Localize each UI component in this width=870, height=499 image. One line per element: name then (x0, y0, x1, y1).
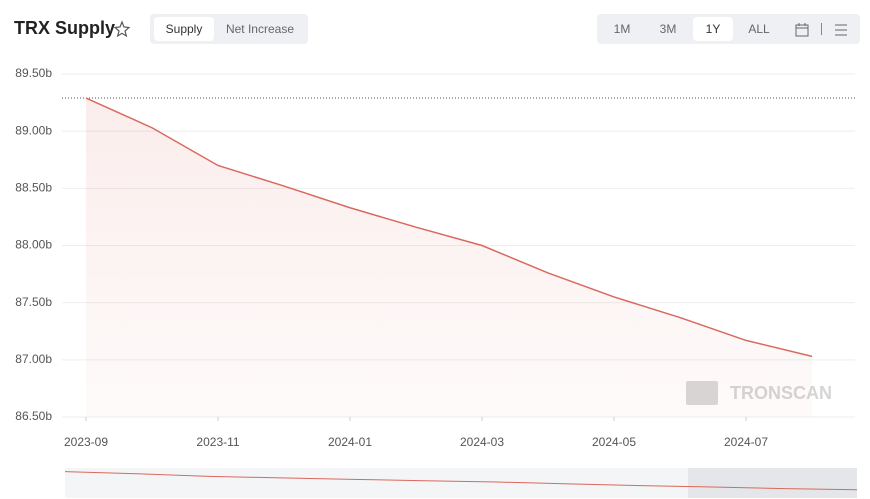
title: TRX Supply (14, 18, 116, 38)
area (86, 98, 812, 417)
x-tick-label: 2024-03 (460, 435, 504, 449)
x-tick-label: 2023-09 (64, 435, 108, 449)
tab-group: Supply Net Increase (150, 14, 308, 44)
tab[interactable]: Net Increase (225, 22, 295, 36)
navigator-selection (688, 468, 857, 498)
range-button[interactable]: 1M (613, 22, 631, 36)
x-tick-label: 2023-11 (196, 435, 239, 449)
tab[interactable]: Supply (154, 17, 214, 41)
star-icon[interactable] (113, 20, 131, 38)
y-tick-label: 88.00b (15, 238, 52, 252)
y-tick-label: 89.50b (15, 66, 52, 80)
y-tick-label: 89.00b (15, 123, 52, 137)
divider (821, 23, 822, 35)
range-button[interactable]: 1Y (693, 17, 733, 41)
y-tick-label: 87.00b (15, 352, 52, 366)
y-tick-label: 86.50b (15, 409, 52, 423)
calendar-icon[interactable] (794, 22, 810, 38)
y-tick-label: 87.50b (15, 295, 52, 309)
line (85, 97, 813, 358)
x-tick-label: 2024-01 (328, 435, 372, 449)
x-tick-label: 2024-07 (724, 435, 768, 449)
range-group: 1M 3M 1Y ALL (597, 14, 860, 44)
y-tick-label: 88.50b (15, 181, 52, 195)
range-button[interactable]: 3M (659, 22, 677, 36)
x-tick-label: 2024-05 (592, 435, 636, 449)
navigator-line (64, 471, 858, 491)
range-button[interactable]: ALL (748, 22, 770, 36)
menu-icon[interactable] (833, 22, 849, 38)
